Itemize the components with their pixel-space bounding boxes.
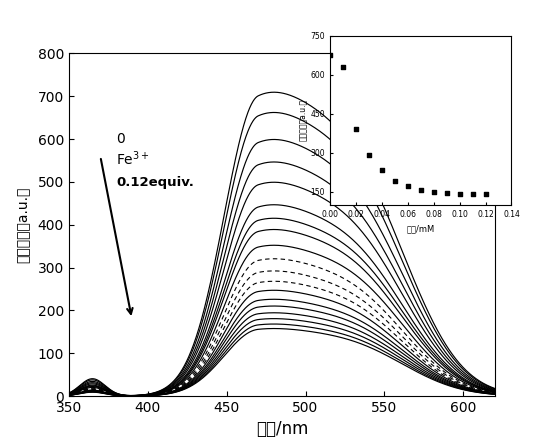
Y-axis label: 荧光强度（a.u.）: 荧光强度（a.u.） bbox=[16, 186, 31, 263]
Point bbox=[326, 52, 334, 59]
Point bbox=[365, 152, 373, 159]
Point bbox=[403, 183, 412, 190]
Point bbox=[390, 178, 399, 185]
Point bbox=[339, 63, 348, 70]
Y-axis label: 药光强度（a.u.）: 药光强度（a.u.） bbox=[299, 99, 308, 141]
Point bbox=[442, 190, 451, 197]
X-axis label: 浓度/mM: 浓度/mM bbox=[406, 224, 435, 233]
X-axis label: 波长/nm: 波长/nm bbox=[256, 421, 308, 438]
Point bbox=[351, 125, 360, 133]
Point bbox=[481, 191, 490, 198]
Point bbox=[377, 166, 386, 173]
Point bbox=[468, 190, 477, 198]
Point bbox=[430, 188, 438, 195]
Text: 0: 0 bbox=[116, 132, 125, 146]
Point bbox=[416, 186, 425, 193]
Text: Fe$^{3+}$: Fe$^{3+}$ bbox=[116, 149, 150, 168]
Point bbox=[455, 190, 464, 197]
Text: 0.12equiv.: 0.12equiv. bbox=[116, 176, 194, 189]
